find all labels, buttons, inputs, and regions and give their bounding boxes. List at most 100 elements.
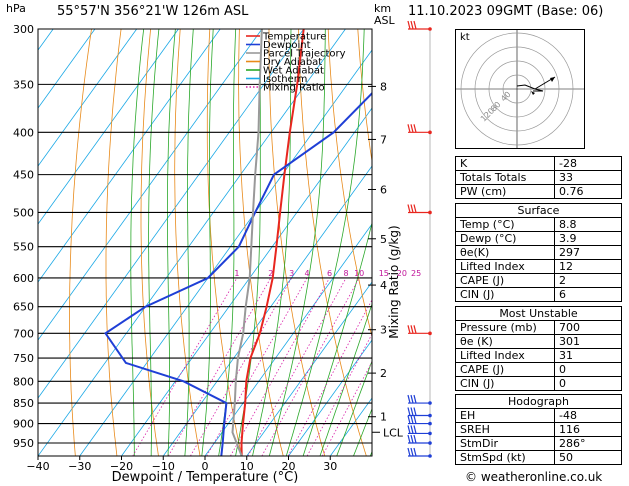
surface-table: Surface Temp (°C) 8.8 Dewp (°C) 3.9 θe(K) 297… [455,203,622,302]
wind-barb-flag [410,124,414,133]
most-unstable-label: CAPE (J) [455,362,555,377]
wet-adiabat-line [184,29,194,456]
height-unit-km: km [374,2,392,15]
surface-value: 6 [554,287,622,302]
pressure-tick-label: 350 [13,78,34,91]
wind-barb-flag [407,325,411,334]
surface-label: Dewp (°C) [455,231,555,246]
hodograph-ring [488,60,546,118]
station-location: 55°57'N 356°21'W 126m ASL [57,4,249,19]
isotherm-line [38,29,221,283]
height-tick-label: 1 [380,411,387,424]
wind-barb-flag [413,447,417,457]
mixing-ratio-line [168,277,272,456]
pressure-unit-label: hPa [6,2,26,15]
temp-tick-label: −30 [68,460,91,473]
surface-row: Dewp (°C) 3.9 [455,231,622,246]
index-label: Totals Totals [455,170,555,185]
wet-adiabat-line [218,29,237,456]
wind-barb-point [428,421,432,426]
legend-label: Parcel Trajectory [263,49,346,60]
wind-barb-flag [407,20,411,30]
temp-tick-label: 0 [202,460,209,473]
wind-barb [407,20,432,31]
legend-label: Isotherm [263,74,307,85]
isotherm-line [38,29,305,399]
most-unstable-table: Most Unstable Pressure (mb) 700 θe (K) 301 L… [455,306,622,391]
mixing-ratio-line [287,299,372,456]
most-unstable-value: 0 [554,376,622,391]
temperature-line [240,29,305,456]
wind-barb-flag [410,204,414,213]
wet-adiabat-line [167,29,176,456]
wind-barb-flag [413,415,417,424]
surface-row: CIN (J) 6 [455,287,622,302]
index-value: -28 [554,156,622,171]
wet-adiabat-line [130,29,145,456]
mixing-ratio-label: 8 [343,269,348,278]
hodograph-index-label: StmSpd (kt) [455,450,555,465]
surface-label: CIN (J) [455,287,555,302]
mixing-ratio-line [261,277,360,456]
wind-barb-flag [413,204,417,213]
pressure-tick-label: 900 [13,418,34,431]
index-value: 0.76 [554,184,622,199]
hodograph-index-row: EH -48 [455,408,622,423]
wind-barb-flag [407,394,411,404]
wind-barb-flag [413,124,417,133]
pressure-tick-label: 650 [13,301,34,314]
surface-row: CAPE (J) 2 [455,273,622,288]
hodograph-index-row: SREH 116 [455,422,622,437]
wind-barb [407,447,432,458]
wind-barb-flag [410,20,414,30]
mixing-ratio-label: 20 [397,269,407,278]
legend-label: Dry Adiabat [263,57,322,68]
indices-basic-table: K -28 Totals Totals 33 PW (cm) 0.76 [455,156,622,199]
isotherm-line [38,29,179,225]
most-unstable-value: 301 [554,334,622,349]
wind-barb-flag [413,425,417,434]
pressure-tick-label: 750 [13,352,34,365]
wind-barb [407,407,432,418]
height-tick-label: 8 [380,80,387,93]
index-row: PW (cm) 0.76 [455,184,622,199]
most-unstable-row: Lifted Index 31 [455,348,622,363]
hodograph-arrowhead [550,77,555,82]
hodograph-index-row: StmSpd (kt) 50 [455,450,622,465]
dewpoint-line [104,91,372,456]
hodograph-ring [474,46,560,132]
pressure-tick-label: 600 [13,272,34,285]
legend-label: Wet Adiabat [263,66,324,77]
most-unstable-title: Most Unstable [455,306,622,321]
wind-barb-flag [410,407,414,416]
mixing-ratio-line [190,277,293,456]
hodograph-indices-table: Hodograph EH -48 SREH 116 StmDir 286° StmSpd (… [455,394,622,465]
surface-label: Temp (°C) [455,217,555,232]
most-unstable-label: Pressure (mb) [455,320,555,335]
wind-barb-point [428,210,432,215]
wind-barb-point [428,27,432,31]
surface-title: Surface [455,203,622,218]
hodograph-ring [460,32,574,146]
forecast-datetime: 11.10.2023 09GMT (Base: 06) [408,4,604,19]
isotherm-line [246,281,372,456]
height-tick-label: 3 [380,324,387,337]
mixing-ratio-label: 2 [268,269,273,278]
wind-barb-flag [407,415,411,424]
most-unstable-label: CIN (J) [455,376,555,391]
wind-barb [407,325,432,336]
wind-barb-flag [413,394,417,404]
mixing-ratio-line [206,277,308,456]
wind-barb-point [428,454,432,458]
pressure-tick-label: 700 [13,327,34,340]
index-label: K [455,156,555,171]
wind-barb-point [428,413,432,418]
wind-barb [407,425,432,436]
surface-value: 3.9 [554,231,622,246]
wind-barb-point [428,401,432,405]
lcl-label: LCL [383,426,404,439]
mixing-ratio-label: 4 [305,269,310,278]
wind-barb-flag [413,325,417,334]
pressure-tick-label: 500 [13,206,34,219]
